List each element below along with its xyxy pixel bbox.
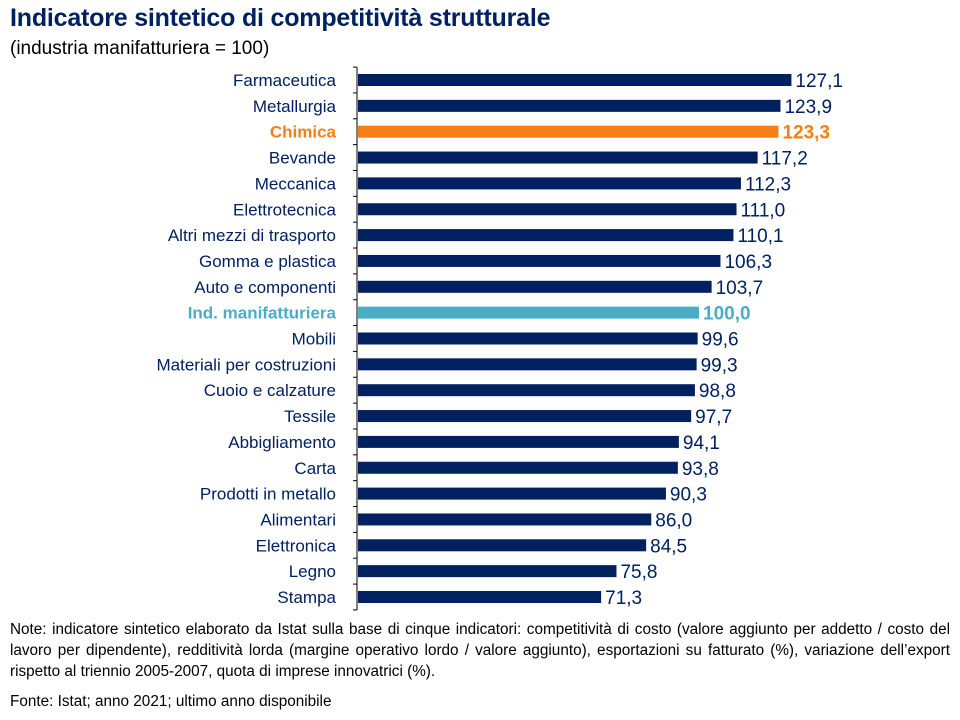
chart-source: Fonte: Istat; anno 2021; ultimo anno dis… (10, 693, 332, 710)
bar-15 (358, 461, 678, 474)
bar-14 (358, 435, 679, 448)
category-label: Mobili (292, 330, 336, 349)
chart-title: Indicatore sintetico di competitività st… (10, 4, 551, 32)
data-label: 100,0 (703, 304, 751, 325)
bar-11 (358, 358, 697, 371)
category-label: Chimica (270, 123, 337, 142)
chart-note: Note: indicatore sintetico elaborato da … (10, 621, 950, 680)
bar-20 (358, 591, 602, 603)
category-label: Prodotti in metallo (200, 485, 336, 504)
category-label: Cuoio e calzature (204, 381, 336, 400)
category-label: Bevande (269, 149, 336, 168)
bar-9 (358, 306, 699, 319)
bar-17 (358, 513, 652, 526)
category-label: Alimentari (260, 510, 336, 529)
category-label: Abbigliamento (228, 433, 336, 452)
data-label: 86,0 (655, 510, 692, 531)
data-label: 103,7 (716, 278, 764, 299)
bar-5 (358, 203, 737, 216)
category-label: Stampa (277, 588, 336, 607)
data-label: 75,8 (620, 562, 657, 583)
bar-10 (358, 332, 698, 345)
data-label: 117,2 (762, 149, 808, 170)
category-label: Legno (289, 562, 336, 581)
data-label: 99,3 (701, 355, 738, 376)
chart-subtitle: (industria manifatturiera = 100) (10, 38, 270, 59)
data-label: 71,3 (605, 588, 642, 609)
category-label: Farmaceutica (233, 71, 337, 90)
data-label: 93,8 (682, 459, 719, 480)
bar-7 (358, 254, 721, 267)
category-label: Ind. manifatturiera (188, 304, 337, 323)
category-label: Carta (294, 459, 336, 478)
category-label: Elettronica (256, 536, 337, 555)
bar-8 (358, 280, 712, 293)
data-label: 112,3 (745, 174, 791, 195)
bar-6 (358, 229, 734, 242)
bar-13 (358, 410, 692, 423)
data-label: 127,1 (795, 71, 843, 92)
bar-1 (358, 99, 781, 112)
category-label: Tessile (284, 407, 336, 426)
category-label: Elettrotecnica (233, 200, 337, 219)
bar-4 (358, 177, 741, 190)
category-label: Metallurgia (253, 97, 337, 116)
bar-2 (358, 125, 779, 138)
category-label: Gomma e plastica (199, 252, 337, 271)
data-label: 111,0 (741, 200, 786, 221)
data-label: 97,7 (695, 407, 732, 428)
category-label: Auto e componenti (194, 278, 336, 297)
bar-19 (358, 565, 617, 578)
bar-16 (358, 487, 666, 500)
data-label: 110,1 (737, 226, 783, 247)
category-label: Meccanica (255, 174, 337, 193)
data-label: 106,3 (724, 252, 772, 273)
data-label: 90,3 (670, 485, 707, 506)
bar-0 (358, 74, 792, 86)
data-label: 123,3 (782, 123, 830, 144)
data-label: 94,1 (683, 433, 720, 454)
data-label: 84,5 (650, 536, 687, 557)
data-label: 98,8 (699, 381, 736, 402)
bar-18 (358, 539, 647, 552)
bar-12 (358, 384, 695, 397)
data-label: 123,9 (784, 97, 832, 118)
category-label: Materiali per costruzioni (156, 355, 336, 374)
bar-3 (358, 151, 758, 164)
category-label: Altri mezzi di trasporto (168, 226, 336, 245)
data-label: 99,6 (702, 330, 739, 351)
